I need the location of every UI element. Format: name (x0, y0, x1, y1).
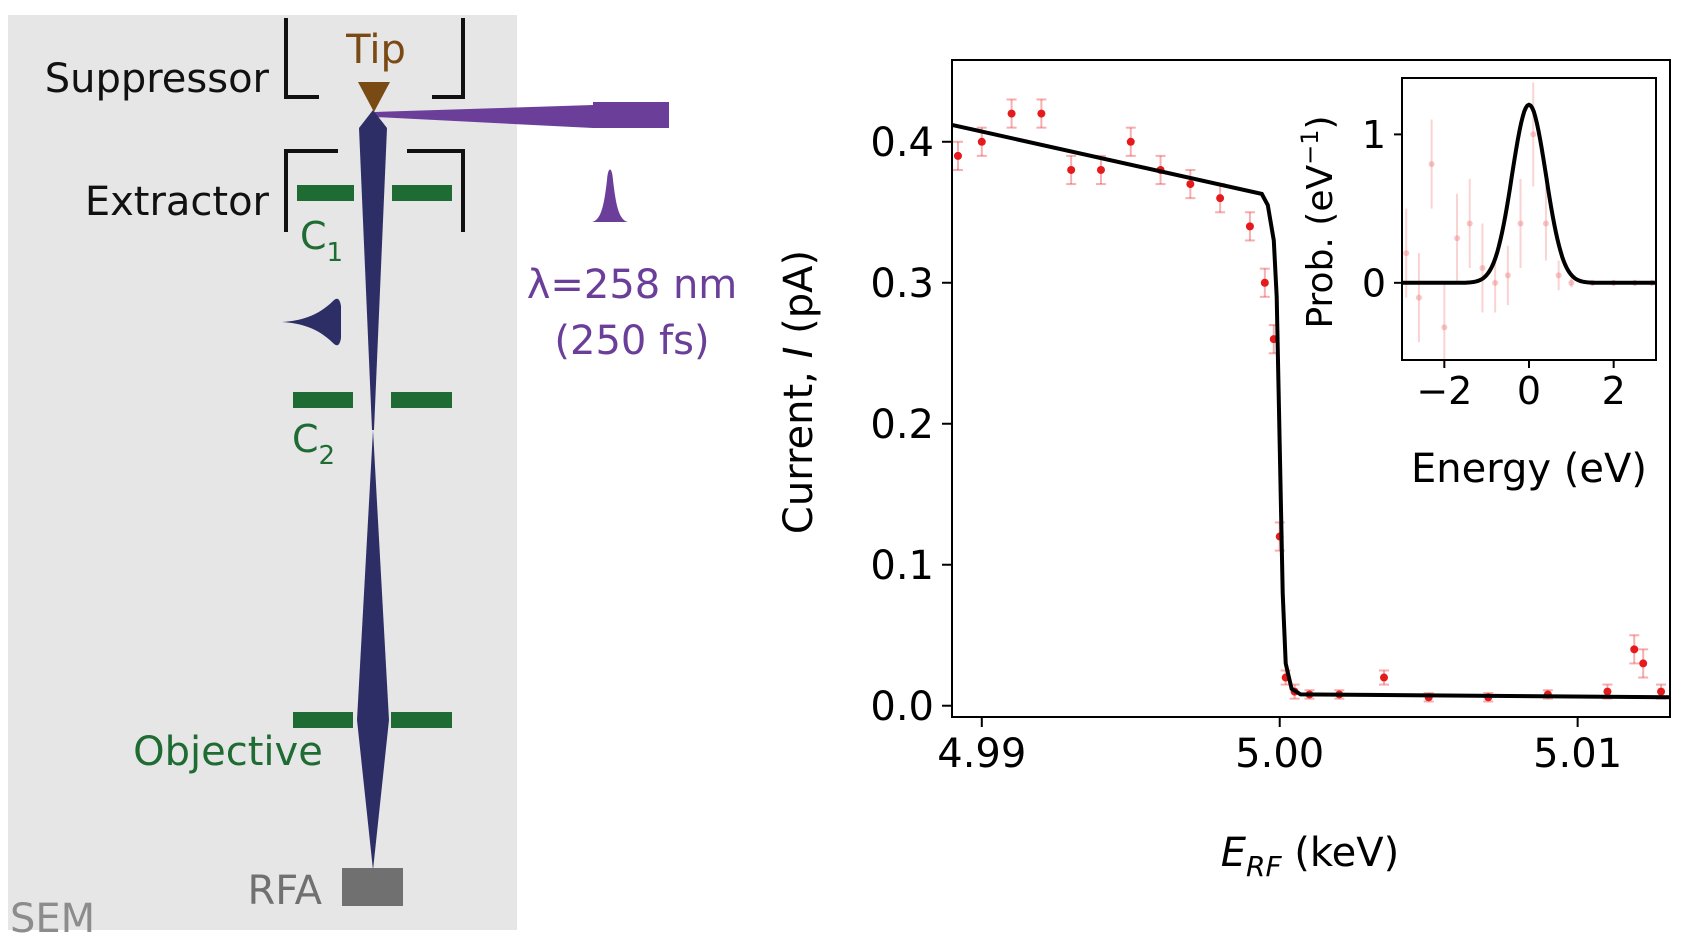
inset-x-tick-label: −2 (1416, 369, 1472, 413)
inset-x-tick-label: 2 (1602, 369, 1626, 413)
main-y-tick-label: 0.2 (870, 402, 934, 448)
condenser-lens-c2-left (293, 392, 353, 408)
inset-y-axis-ticks: 01 (1362, 113, 1402, 306)
inset-y-axis-label: Prob. (eV−1) (1296, 115, 1341, 328)
inset-data-point (1542, 220, 1549, 227)
inset-data-point (1517, 220, 1524, 227)
inset-fit-line (1402, 102, 1656, 285)
objective-lens-left (293, 712, 353, 728)
condenser-lens-c2-right (391, 392, 452, 408)
inset-data-point (1428, 161, 1435, 168)
main-data-point (1067, 165, 1076, 174)
inset-data-point (1479, 264, 1486, 271)
main-data-point (1216, 194, 1225, 203)
main-y-axis-label: Current, I (pA) (776, 250, 822, 534)
main-data-point (1657, 687, 1666, 696)
inset-data-point (1568, 279, 1575, 286)
main-chart: 4.99 5.00 5.01 0.0 0.1 0.2 0.3 0.4 ERF (keV) C… (776, 59, 1671, 883)
inset-background (1402, 78, 1656, 360)
main-data-point (1379, 673, 1388, 682)
main-data-point (1260, 278, 1269, 287)
tip-label: Tip (345, 27, 406, 73)
inset-data-point (1504, 272, 1511, 279)
laser-pulse-icon (592, 169, 628, 222)
inset-errorbars (1405, 82, 1653, 360)
rfa-label: RFA (248, 868, 323, 914)
inset-x-tick-label: 0 (1517, 369, 1541, 413)
inset-x-axis-label: Energy (eV) (1411, 446, 1647, 492)
main-plot-frame (951, 59, 1671, 718)
main-x-tick-label: 5.00 (1235, 731, 1324, 777)
main-y-tick-label: 0.3 (870, 261, 934, 307)
main-data-point (977, 137, 986, 146)
inset-y-tick-label: 1 (1362, 113, 1386, 157)
electron-beam-upper (359, 110, 387, 430)
main-data-point (1186, 180, 1195, 189)
main-y-tick-label: 0.0 (870, 684, 934, 730)
main-x-axis-label: ERF (keV) (1221, 830, 1399, 883)
main-data-point (1245, 222, 1254, 231)
main-data-points (953, 109, 1666, 702)
sem-label: SEM (10, 896, 95, 942)
inset-data-point (1530, 131, 1537, 138)
inset-data-point (1415, 294, 1422, 301)
inset-data-point (1466, 220, 1473, 227)
inset-data-point (1403, 250, 1410, 257)
inset-data-point (1492, 279, 1499, 286)
condenser-lens-c1-right (392, 185, 452, 201)
laser-beam (375, 105, 593, 128)
laser-source (593, 102, 669, 128)
inset-data-point (1454, 235, 1461, 242)
c2-label: C2 (292, 417, 335, 471)
suppressor-label: Suppressor (45, 56, 270, 102)
main-data-point (1096, 165, 1105, 174)
tip-icon (358, 82, 390, 112)
inset-chart: −2 0 2 01 Energy (eV) Prob. (eV−1) (1296, 77, 1657, 492)
main-data-point (953, 151, 962, 160)
sem-panel-background (8, 15, 517, 930)
objective-label: Objective (133, 729, 323, 775)
inset-x-axis-ticks: −2 0 2 (1416, 360, 1626, 413)
sem-schematic: Tip Suppressor Extractor C1 C2 λ=258 nm … (8, 15, 737, 942)
main-data-point (1037, 109, 1046, 118)
main-data-point (1126, 137, 1135, 146)
main-x-axis-ticks: 4.99 5.00 5.01 (937, 717, 1622, 777)
inset-data-point (1555, 272, 1562, 279)
c1-label: C1 (300, 214, 343, 268)
condenser-lens-c1-left (297, 185, 354, 201)
main-y-tick-label: 0.4 (870, 120, 934, 166)
main-x-tick-label: 4.99 (937, 731, 1026, 777)
inset-y-tick-label: 0 (1362, 262, 1386, 306)
rfa-detector (342, 868, 403, 906)
main-y-axis-ticks: 0.0 0.1 0.2 0.3 0.4 (870, 120, 952, 730)
electron-pulse-icon (282, 298, 341, 346)
main-data-point (1630, 645, 1639, 654)
extractor-electrode (284, 149, 465, 232)
main-data-point (1603, 687, 1612, 696)
extractor-label: Extractor (85, 179, 270, 225)
main-y-tick-label: 0.1 (870, 543, 934, 589)
main-data-point (1007, 109, 1016, 118)
main-x-tick-label: 5.01 (1533, 731, 1622, 777)
inset-data-point (1441, 324, 1448, 331)
main-data-point (1639, 659, 1648, 668)
electron-beam-lower (357, 430, 389, 870)
main-fit-line (951, 122, 1671, 700)
wavelength-label: λ=258 nm (527, 262, 738, 308)
suppressor-electrode (284, 18, 465, 99)
pulse-duration-label: (250 fs) (554, 318, 709, 364)
objective-lens-right (391, 712, 452, 728)
